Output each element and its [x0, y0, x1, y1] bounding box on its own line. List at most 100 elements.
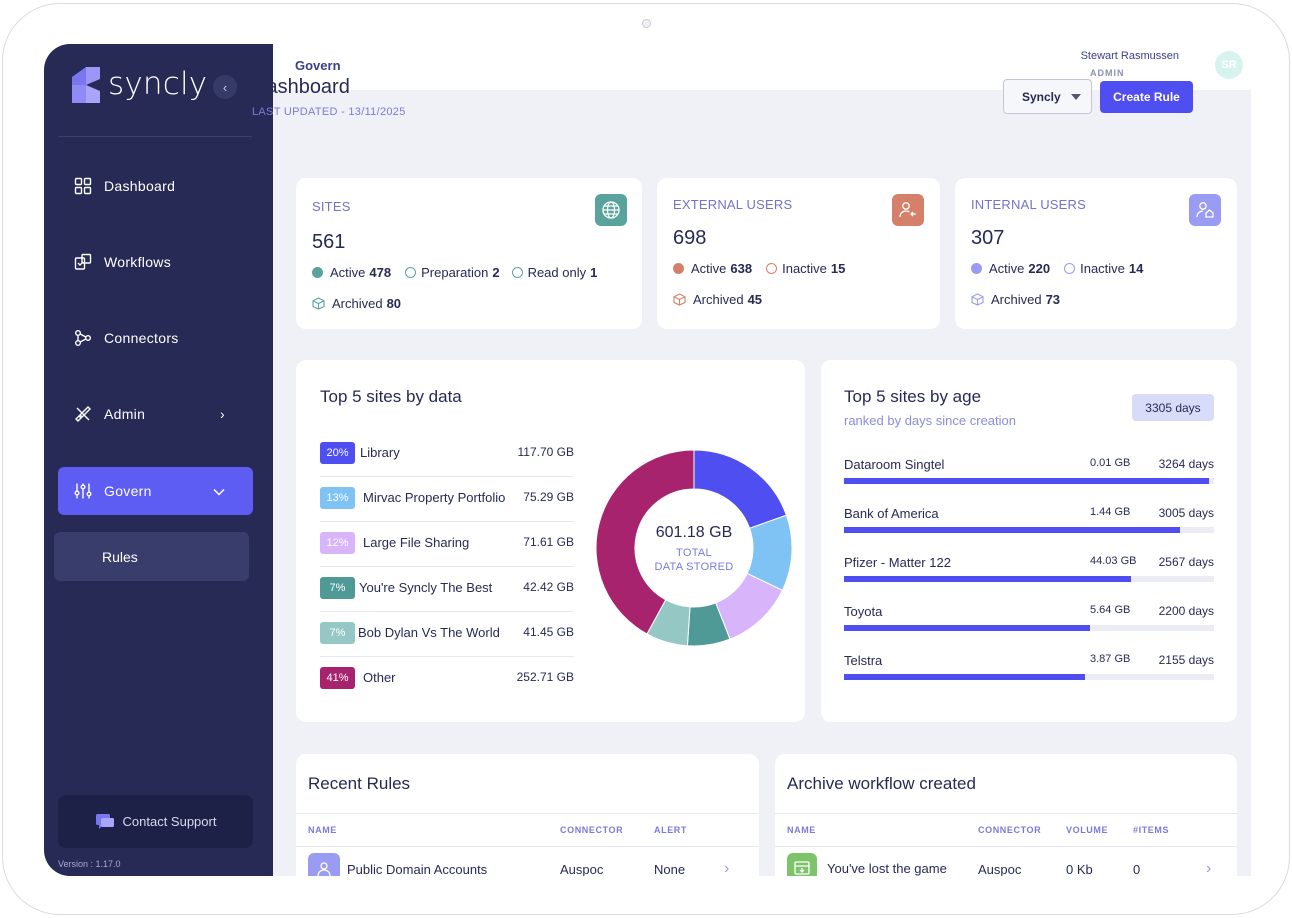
internal-users-label: INTERNAL USERS: [971, 197, 1087, 212]
sites-prep-count: 2: [492, 265, 500, 280]
external-archived-count: 45: [747, 292, 763, 307]
sites-label: SITES: [312, 199, 351, 214]
chevron-right-icon[interactable]: ›: [724, 860, 730, 876]
top-sites-by-data-card: Top 5 sites by data 20% Library 117.70 G…: [296, 360, 805, 722]
avatar[interactable]: SR: [1215, 51, 1243, 79]
chevron-left-icon: ‹: [222, 79, 228, 95]
sidebar-item-label: Admin: [104, 406, 146, 422]
list-item[interactable]: 13% Mirvac Property Portfolio 75.29 GB: [320, 477, 574, 522]
list-item[interactable]: 7% You're Syncly The Best 42.42 GB: [320, 567, 574, 612]
max-days-badge: 3305 days: [1132, 394, 1214, 421]
rule-connector: Auspoc: [560, 862, 604, 876]
list-item[interactable]: 12% Large File Sharing 71.61 GB: [320, 522, 574, 567]
archive-title: Archive workflow created: [787, 774, 976, 793]
site-size: 71.61 GB: [523, 535, 574, 549]
sidebar-divider: [58, 136, 252, 137]
top-age-title: Top 5 sites by age: [844, 387, 982, 406]
pct-badge: 7%: [320, 577, 355, 599]
age-bar-fill: [844, 674, 1086, 680]
readonly-ring: [511, 267, 523, 278]
workflow-name: You've lost the game: [827, 861, 947, 876]
sidebar-item-workflows[interactable]: Workflows: [58, 238, 253, 286]
recent-rules-title: Recent Rules: [308, 774, 411, 793]
pct-badge: 12%: [320, 532, 355, 554]
age-row[interactable]: Telstra 3.87 GB 2155 days: [844, 653, 1214, 702]
workflow-connector: Auspoc: [978, 862, 1022, 876]
chevron-right-icon[interactable]: ›: [1206, 860, 1212, 876]
external-users-card: EXTERNAL USERS 698 Active 638 Inactive 15 …: [657, 178, 940, 329]
sidebar-subitem-rules[interactable]: Rules: [54, 532, 249, 581]
age-bar-fill: [844, 527, 1181, 533]
column-header-connector: CONNECTOR: [978, 825, 1042, 835]
sidebar-item-dashboard[interactable]: Dashboard: [58, 162, 253, 210]
list-item[interactable]: 41% Other 252.71 GB: [320, 657, 574, 702]
table-row[interactable]: Public Domain Accounts Auspoc None ›: [296, 847, 759, 876]
external-users-total: 698: [673, 227, 707, 249]
external-archived-row: Archived 45: [673, 292, 762, 307]
sidebar-item-admin[interactable]: Admin ›: [58, 390, 253, 438]
age-bar-fill: [844, 625, 1091, 631]
age-row[interactable]: Toyota 5.64 GB 2200 days: [844, 604, 1214, 653]
age-site-size: 5.64 GB: [1090, 604, 1131, 616]
top-age-subtitle: ranked by days since creation: [844, 413, 1016, 428]
external-active-count: 638: [730, 261, 753, 276]
sidebar-item-label: Govern: [104, 483, 152, 499]
donut-slice-6[interactable]: [595, 449, 695, 635]
active-dot: [971, 263, 982, 274]
table-divider: [296, 846, 759, 847]
sidebar-item-label: Workflows: [104, 254, 172, 270]
sites-total: 561: [312, 231, 346, 253]
last-updated: LAST UPDATED - 13/11/2025: [252, 106, 406, 118]
age-row[interactable]: Pfizer - Matter 122 44.03 GB 2567 days: [844, 555, 1214, 604]
age-bar-track: [844, 576, 1214, 582]
table-row[interactable]: You've lost the game Auspoc 0 Kb 0 ›: [775, 847, 1237, 876]
sites-status-row: Active 478 Preparation 2 Read only 1: [312, 265, 597, 280]
syncly-logo-icon: [72, 67, 100, 103]
age-row[interactable]: Bank of America 1.44 GB 3005 days: [844, 506, 1214, 555]
sites-active-count: 478: [369, 265, 392, 280]
column-header-alert: ALERT: [654, 825, 687, 835]
chat-icon: [95, 813, 115, 831]
top-data-title: Top 5 sites by data: [320, 387, 462, 406]
list-item[interactable]: 20% Library 117.70 GB: [320, 432, 574, 477]
site-size: 75.29 GB: [523, 490, 574, 504]
age-bar-track: [844, 625, 1214, 631]
age-site-days: 2567 days: [1158, 555, 1214, 569]
collapse-sidebar-button[interactable]: ‹: [213, 75, 237, 99]
internal-archived-row: Archived 73: [971, 292, 1060, 307]
column-header-name: NAME: [787, 825, 816, 835]
sidebar-item-govern[interactable]: Govern: [58, 467, 253, 515]
age-site-name: Pfizer - Matter 122: [844, 555, 951, 570]
site-name: Other: [363, 670, 396, 685]
internal-active-label: Active: [989, 261, 1025, 276]
tools-icon: [74, 405, 92, 423]
chevron-right-icon: ›: [220, 406, 225, 422]
sites-archived-count: 80: [386, 296, 402, 311]
pct-badge: 13%: [320, 487, 355, 509]
user-home-icon: [1189, 194, 1221, 226]
top-data-list: 20% Library 117.70 GB 13% Mirvac Propert…: [296, 432, 586, 702]
tenant-select[interactable]: Syncly: [1003, 79, 1092, 114]
age-site-size: 0.01 GB: [1090, 457, 1131, 469]
internal-archived-label: Archived: [991, 292, 1042, 307]
pct-badge: 20%: [320, 442, 355, 464]
external-inactive-count: 15: [830, 261, 846, 276]
internal-active-count: 220: [1028, 261, 1051, 276]
sidebar-item-connectors[interactable]: Connectors: [58, 314, 253, 362]
breadcrumb[interactable]: Govern: [295, 58, 341, 73]
camera-dot: [642, 19, 651, 28]
archive-workflow-card: Archive workflow created NAME CONNECTOR …: [775, 754, 1237, 876]
age-site-name: Telstra: [844, 653, 883, 668]
globe-icon: [595, 194, 627, 226]
donut-slice-1[interactable]: [693, 449, 788, 529]
sites-readonly-count: 1: [590, 265, 598, 280]
contact-support-label: Contact Support: [122, 814, 217, 829]
age-row[interactable]: Dataroom Singtel 0.01 GB 3264 days: [844, 457, 1214, 506]
external-status-row: Active 638 Inactive 15: [673, 261, 845, 276]
site-name: Mirvac Property Portfolio: [363, 490, 506, 505]
create-rule-button[interactable]: Create Rule: [1100, 81, 1193, 113]
contact-support-button[interactable]: Contact Support: [58, 795, 253, 848]
sidebar-item-label: Dashboard: [104, 178, 176, 194]
list-item[interactable]: 7% Bob Dylan Vs The World 41.45 GB: [320, 612, 574, 657]
page-title: Dashboard: [252, 76, 350, 98]
